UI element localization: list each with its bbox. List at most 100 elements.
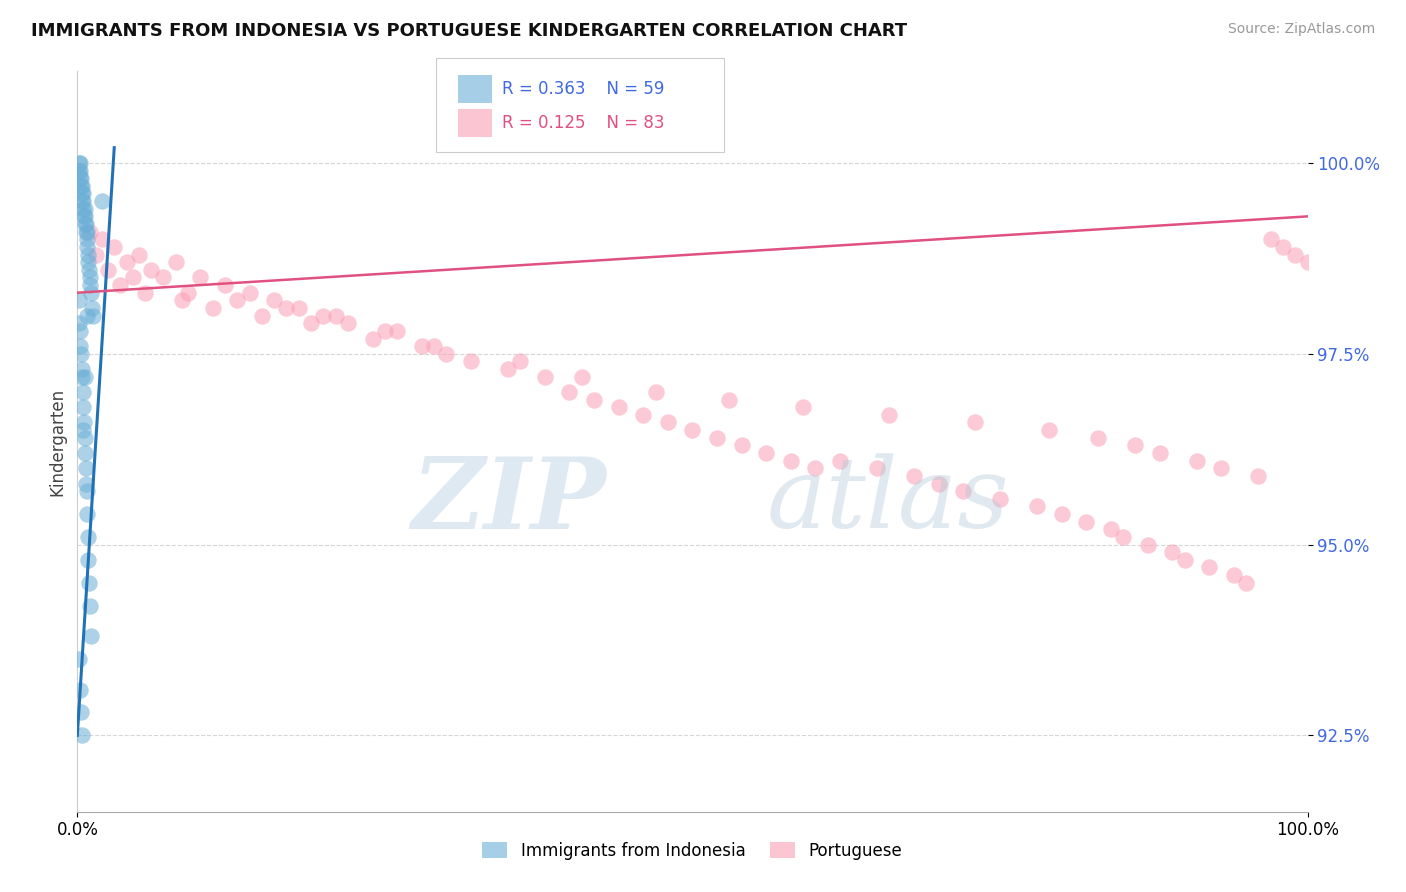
Point <box>288 301 311 315</box>
Point <box>792 400 814 414</box>
Point <box>70 706 93 720</box>
Point <box>77 553 100 567</box>
Point <box>128 247 150 261</box>
Point <box>263 293 285 308</box>
Point <box>76 530 98 544</box>
Point <box>1076 515 1098 529</box>
Point <box>69 324 91 338</box>
Point <box>374 324 396 338</box>
Point <box>72 400 94 414</box>
Point <box>755 446 778 460</box>
Point <box>70 194 93 208</box>
Point <box>337 316 360 330</box>
Point <box>69 171 91 186</box>
Point <box>75 476 97 491</box>
Text: R = 0.363    N = 59: R = 0.363 N = 59 <box>502 80 664 98</box>
Point <box>75 461 97 475</box>
Point <box>82 309 104 323</box>
Point <box>73 431 96 445</box>
Point <box>214 278 236 293</box>
Point <box>79 225 101 239</box>
Point <box>82 301 104 315</box>
Point <box>1211 461 1233 475</box>
Point <box>75 446 97 460</box>
Point <box>1234 575 1257 590</box>
Point <box>70 178 93 193</box>
Point <box>411 339 433 353</box>
Point <box>460 354 482 368</box>
Point <box>299 316 322 330</box>
Point <box>1247 469 1270 483</box>
Point <box>97 262 120 277</box>
Point <box>70 178 93 193</box>
Point <box>75 225 97 239</box>
Point <box>496 362 519 376</box>
Point <box>325 309 347 323</box>
Point <box>152 270 174 285</box>
Point <box>361 331 384 345</box>
Point <box>76 240 98 254</box>
Point <box>76 247 98 261</box>
Point <box>77 255 100 269</box>
Point <box>70 362 93 376</box>
Point <box>830 453 852 467</box>
Point <box>103 240 125 254</box>
Point <box>170 293 193 308</box>
Point <box>67 293 90 308</box>
Point <box>75 217 97 231</box>
Point <box>177 285 200 300</box>
Point <box>1099 522 1122 536</box>
Point <box>1284 247 1306 261</box>
Point <box>79 599 101 613</box>
Point <box>90 232 114 246</box>
Point <box>276 301 298 315</box>
Point <box>121 270 143 285</box>
Text: Source: ZipAtlas.com: Source: ZipAtlas.com <box>1227 22 1375 37</box>
Point <box>80 285 103 300</box>
Point <box>76 507 98 521</box>
Point <box>165 255 187 269</box>
Point <box>75 210 97 224</box>
Point <box>571 369 593 384</box>
Point <box>134 285 156 300</box>
Point <box>72 384 94 399</box>
Point <box>115 255 138 269</box>
Point <box>436 347 458 361</box>
Point <box>90 194 114 208</box>
Point <box>1050 507 1073 521</box>
Point <box>509 354 531 368</box>
Point <box>73 202 96 216</box>
Point <box>201 301 224 315</box>
Point <box>1038 423 1060 437</box>
Point <box>657 416 679 430</box>
Point <box>76 484 98 499</box>
Legend: Immigrants from Indonesia, Portuguese: Immigrants from Indonesia, Portuguese <box>475 835 910 866</box>
Point <box>69 163 91 178</box>
Point <box>718 392 741 407</box>
Y-axis label: Kindergarten: Kindergarten <box>48 387 66 496</box>
Point <box>72 202 94 216</box>
Point <box>965 416 987 430</box>
Point <box>250 309 273 323</box>
Point <box>312 309 335 323</box>
Text: atlas: atlas <box>766 453 1010 549</box>
Point <box>70 728 93 742</box>
Point <box>69 339 91 353</box>
Point <box>72 194 94 208</box>
Point <box>80 629 103 643</box>
Point <box>72 186 94 201</box>
Point <box>73 217 96 231</box>
Point <box>1087 431 1109 445</box>
Point <box>534 369 557 384</box>
Text: ZIP: ZIP <box>412 452 606 549</box>
Point <box>226 293 249 308</box>
Point <box>1149 446 1171 460</box>
Point <box>1112 530 1135 544</box>
Point <box>583 392 606 407</box>
Point <box>84 247 107 261</box>
Point <box>1260 232 1282 246</box>
Point <box>1125 438 1147 452</box>
Point <box>1174 553 1197 567</box>
Point <box>558 384 581 399</box>
Point <box>804 461 827 475</box>
